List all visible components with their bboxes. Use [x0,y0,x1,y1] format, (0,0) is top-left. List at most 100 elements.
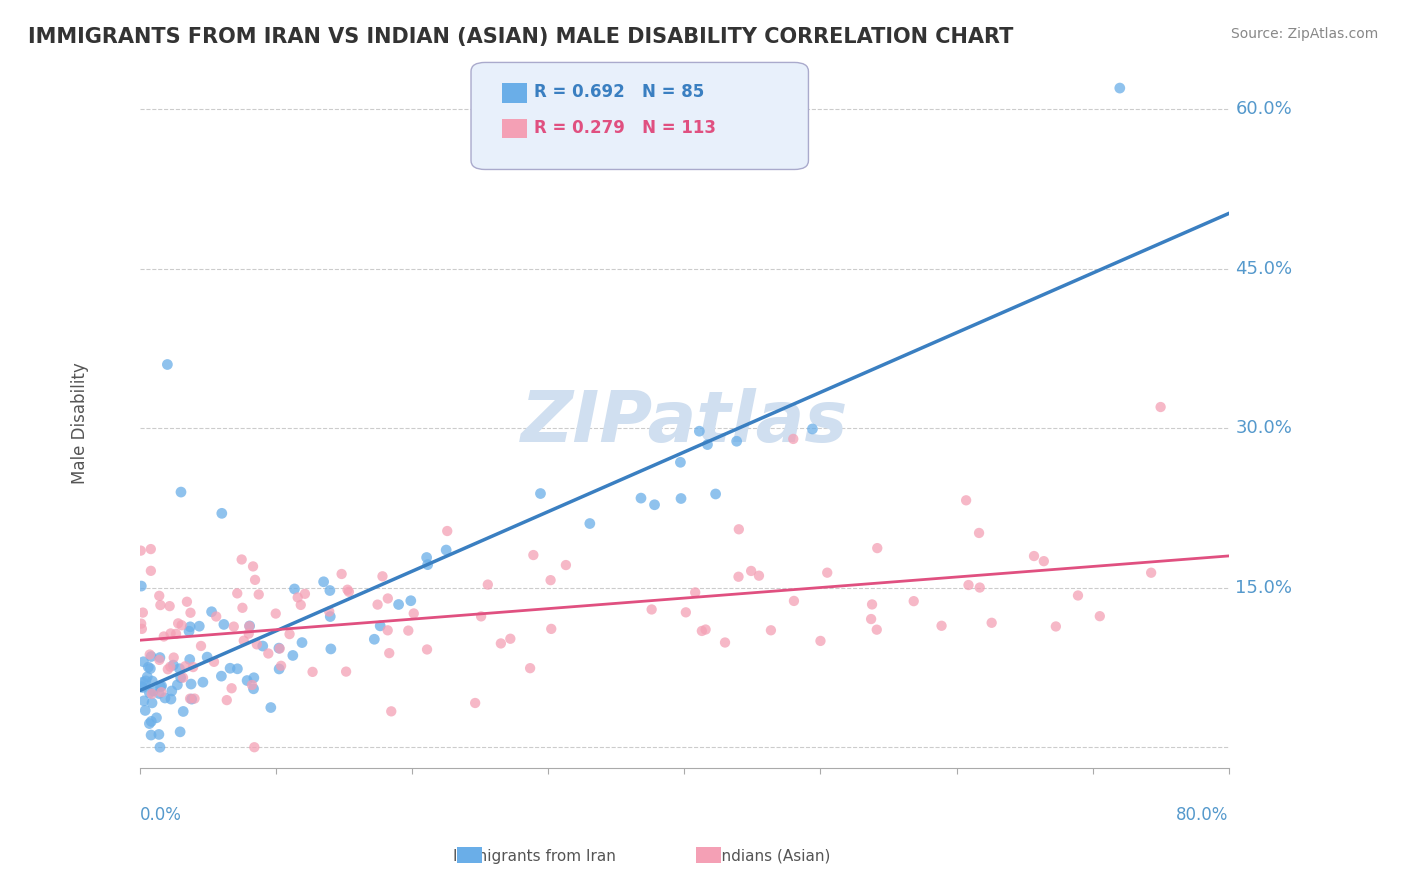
Indians (Asian) [903,594,925,608]
Indians (Asian) [967,525,990,540]
Indians (Asian) [377,624,399,638]
Immigrants from Iran [131,675,153,690]
Indians (Asian) [165,627,187,641]
Indians (Asian) [371,569,394,583]
Indians (Asian) [519,661,541,675]
Immigrants from Iran [269,662,291,676]
Indians (Asian) [231,552,253,566]
Indians (Asian) [336,582,359,597]
Indians (Asian) [1140,566,1163,580]
Immigrants from Iran [200,605,222,619]
Immigrants from Iran [134,703,156,717]
Indians (Asian) [238,626,260,640]
Immigrants from Iran [138,660,160,674]
Immigrants from Iran [416,558,439,572]
Immigrants from Iran [242,681,264,696]
Immigrants from Iran [160,684,183,698]
Indians (Asian) [257,647,280,661]
Immigrants from Iran [319,642,342,657]
Indians (Asian) [782,432,804,446]
Immigrants from Iran [129,579,152,593]
Immigrants from Iran [132,694,155,708]
Indians (Asian) [232,633,254,648]
Indians (Asian) [396,624,419,638]
Indians (Asian) [640,602,662,616]
Immigrants from Iran [131,680,153,694]
Text: 60.0%: 60.0% [1236,100,1292,119]
Indians (Asian) [1045,619,1067,633]
Immigrants from Iran [644,498,666,512]
Indians (Asian) [554,558,576,572]
Immigrants from Iran [669,455,692,469]
Indians (Asian) [335,665,357,679]
Indians (Asian) [860,612,883,626]
Indians (Asian) [176,595,198,609]
Text: 80.0%: 80.0% [1177,805,1229,823]
Indians (Asian) [242,559,264,574]
Indians (Asian) [240,678,263,692]
Immigrants from Iran [148,727,170,741]
Indians (Asian) [159,599,181,614]
Indians (Asian) [1032,554,1054,568]
Immigrants from Iran [142,684,165,698]
Indians (Asian) [675,605,697,619]
Immigrants from Iran [148,686,170,700]
Indians (Asian) [378,646,401,660]
Immigrants from Iran [170,485,193,500]
Indians (Asian) [226,586,249,600]
Indians (Asian) [238,619,260,633]
Immigrants from Iran [138,716,160,731]
Indians (Asian) [131,622,153,636]
Text: 0.0%: 0.0% [141,805,181,823]
Immigrants from Iran [172,705,194,719]
Immigrants from Iran [283,582,305,596]
Immigrants from Iran [267,641,290,656]
Immigrants from Iran [725,434,748,449]
Indians (Asian) [264,607,287,621]
Immigrants from Iran [149,680,172,694]
Indians (Asian) [170,618,193,632]
Immigrants from Iran [166,678,188,692]
Immigrants from Iran [191,675,214,690]
Immigrants from Iran [145,711,167,725]
Immigrants from Iran [160,692,183,706]
Indians (Asian) [436,524,458,538]
Indians (Asian) [540,573,562,587]
Text: 30.0%: 30.0% [1236,419,1292,437]
Indians (Asian) [132,606,155,620]
Indians (Asian) [231,600,253,615]
Immigrants from Iran [135,673,157,688]
Indians (Asian) [139,564,162,578]
Indians (Asian) [318,605,340,619]
Immigrants from Iran [388,598,411,612]
Immigrants from Iran [188,619,211,633]
Indians (Asian) [301,665,323,679]
Indians (Asian) [499,632,522,646]
Indians (Asian) [416,642,439,657]
Indians (Asian) [540,622,562,636]
Immigrants from Iran [169,671,191,685]
Indians (Asian) [150,685,173,699]
Indians (Asian) [270,658,292,673]
Indians (Asian) [969,581,991,595]
Indians (Asian) [489,636,512,650]
Text: Immigrants from Iran: Immigrants from Iran [453,849,616,863]
Immigrants from Iran [180,692,202,706]
Immigrants from Iran [136,670,159,684]
Immigrants from Iran [252,639,274,653]
Indians (Asian) [221,681,243,696]
Immigrants from Iran [177,624,200,639]
Indians (Asian) [690,624,713,638]
Indians (Asian) [172,671,194,685]
Indians (Asian) [759,624,782,638]
Indians (Asian) [866,623,889,637]
Indians (Asian) [215,693,238,707]
Indians (Asian) [1022,549,1045,563]
Indians (Asian) [159,659,181,673]
Indians (Asian) [377,591,399,606]
Immigrants from Iran [291,635,314,649]
Indians (Asian) [294,587,316,601]
Indians (Asian) [174,659,197,673]
Immigrants from Iran [139,728,162,742]
Indians (Asian) [727,522,749,536]
